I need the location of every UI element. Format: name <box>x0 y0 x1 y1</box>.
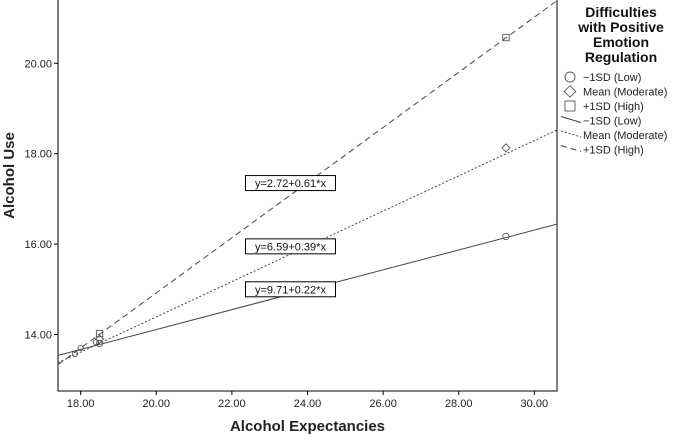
x-tick-label-4: 26.00 <box>369 398 397 410</box>
legend-label: Mean (Moderate) <box>583 130 667 142</box>
y-tick-label-0: 14.00 <box>24 329 52 341</box>
equation-text-2: y=2.72+0.61*x <box>255 178 326 190</box>
point-1-1 <box>501 143 511 153</box>
legend-entry-marker-0: −1SD (Low) <box>564 71 641 84</box>
y-axis-ticks: 14.00 16.00 18.00 20.00 <box>24 58 58 341</box>
legend-title-line-2: Emotion <box>593 34 649 50</box>
point-1-0 <box>94 334 105 344</box>
legend-label: +1SD (High) <box>583 101 644 113</box>
point-2-0 <box>95 329 104 338</box>
legend-marker-diamond <box>563 85 577 98</box>
equation-text-0: y=9.71+0.22*x <box>255 284 326 296</box>
legend-entry-line-2: +1SD (High) <box>560 145 644 157</box>
y-tick-label-2: 18.00 <box>24 149 52 161</box>
legend-line-swatch <box>560 145 582 152</box>
legend-marker-square <box>564 100 576 112</box>
legend-title-line-0: Difficulties <box>585 4 657 20</box>
legend-marker-circle <box>564 71 576 83</box>
y-tick-label-1: 16.00 <box>24 239 52 251</box>
legend-label: −1SD (Low) <box>583 116 641 128</box>
point-0-1 <box>502 232 510 241</box>
equation-label-2: y=2.72+0.61*x <box>244 175 336 192</box>
legend-title-line-3: Regulation <box>585 49 657 65</box>
point-2-1 <box>502 33 510 42</box>
legend-entry-marker-2: +1SD (High) <box>564 100 644 113</box>
extra-point-2 <box>92 339 99 346</box>
legend-label: +1SD (High) <box>583 145 644 157</box>
equation-label-0: y=9.71+0.22*x <box>244 281 336 298</box>
equation-text-1: y=6.59+0.39*x <box>255 241 326 253</box>
legend-label: −1SD (Low) <box>583 72 641 84</box>
x-tick-label-1: 20.00 <box>143 398 171 410</box>
x-tick-label-0: 18.00 <box>67 398 95 410</box>
legend-line-swatch <box>560 130 582 138</box>
legend-title-line-1: with Positive <box>577 19 664 35</box>
x-tick-label-2: 22.00 <box>218 398 246 410</box>
y-axis-title: Alcohol Use <box>1 132 18 219</box>
legend-entry-line-1: Mean (Moderate) <box>560 130 667 142</box>
x-axis-ticks: 18.00 20.00 22.00 24.00 26.00 28.00 30.00 <box>67 391 548 410</box>
x-tick-label-5: 28.00 <box>445 398 473 410</box>
legend-entry-line-0: −1SD (Low) <box>560 116 641 128</box>
equation-labels: y=9.71+0.22*x y=6.59+0.39*x y=2.72+0.61*x <box>244 175 336 298</box>
equation-label-1: y=6.59+0.39*x <box>244 238 336 255</box>
legend-label: Mean (Moderate) <box>583 87 667 99</box>
extra-point-0 <box>71 350 79 357</box>
point-0-0 <box>95 339 104 348</box>
y-tick-label-3: 20.00 <box>24 58 52 70</box>
x-axis-title: Alcohol Expectancies <box>230 418 385 435</box>
x-tick-label-6: 30.00 <box>521 398 549 410</box>
x-tick-label-3: 24.00 <box>294 398 322 410</box>
legend-entry-marker-1: Mean (Moderate) <box>563 85 667 99</box>
legend-line-swatch <box>560 116 582 123</box>
extra-point-1 <box>77 345 84 352</box>
regression-line-2 <box>58 0 557 366</box>
plot-area <box>57 0 558 392</box>
data-points <box>71 33 511 357</box>
